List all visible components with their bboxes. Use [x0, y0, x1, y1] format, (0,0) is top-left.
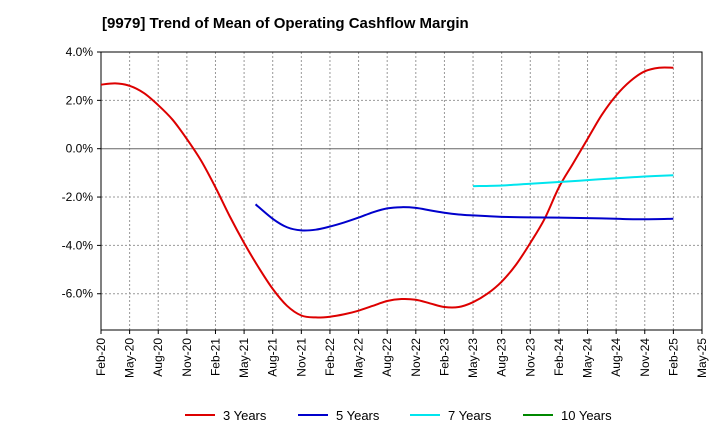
x-tick-label: Feb-24 — [552, 338, 566, 376]
x-tick-label: May-24 — [581, 338, 595, 378]
y-tick-label: -2.0% — [62, 190, 94, 204]
series-line-7-years — [473, 174, 674, 188]
x-tick-label: May-21 — [237, 338, 251, 378]
x-tick-label: Nov-21 — [294, 338, 308, 377]
y-tick-label: -4.0% — [62, 238, 94, 252]
legend-label-3-years: 3 Years — [223, 408, 267, 423]
y-tick-label: 4.0% — [66, 45, 94, 59]
series-lines — [100, 66, 674, 319]
y-tick-label: 0.0% — [66, 142, 94, 156]
legend-label-10-years: 10 Years — [561, 408, 612, 423]
x-tick-label: Nov-24 — [638, 338, 652, 377]
y-axis: 4.0% 2.0% 0.0% -2.0% -4.0% -6.0% — [62, 45, 101, 301]
x-tick-label: Feb-22 — [323, 338, 337, 376]
series-line-3-years — [100, 66, 674, 319]
y-tick-label: -6.0% — [62, 287, 94, 301]
y-tick-label: 2.0% — [66, 93, 94, 107]
x-tick-label: Nov-23 — [523, 338, 537, 377]
x-tick-label: Aug-23 — [495, 338, 509, 377]
plot-frame — [100, 51, 703, 331]
x-axis: Feb-20 May-20 Aug-20 Nov-20 Feb-21 May-21 Aug-… — [94, 330, 709, 378]
x-tick-label: Aug-22 — [380, 338, 394, 377]
legend: 3 Years 5 Years 7 Years 10 Years — [185, 408, 612, 423]
x-tick-label: May-22 — [352, 338, 366, 378]
x-tick-label: May-25 — [695, 338, 709, 378]
x-tick-label: Feb-23 — [437, 338, 451, 376]
series-line-5-years — [254, 203, 674, 232]
x-tick-label: Aug-24 — [609, 338, 623, 377]
x-tick-label: Aug-20 — [151, 338, 165, 377]
grid — [101, 52, 702, 330]
legend-label-5-years: 5 Years — [336, 408, 380, 423]
x-tick-label: May-23 — [466, 338, 480, 378]
chart-title: [9979] Trend of Mean of Operating Cashfl… — [102, 15, 469, 32]
x-tick-label: Feb-20 — [94, 338, 108, 376]
x-tick-label: Aug-21 — [266, 338, 280, 377]
legend-label-7-years: 7 Years — [448, 408, 492, 423]
x-tick-label: Feb-25 — [666, 338, 680, 376]
x-tick-label: Nov-20 — [180, 338, 194, 377]
x-tick-label: May-20 — [123, 338, 137, 378]
x-tick-label: Feb-21 — [208, 338, 222, 376]
x-tick-label: Nov-22 — [409, 338, 423, 377]
